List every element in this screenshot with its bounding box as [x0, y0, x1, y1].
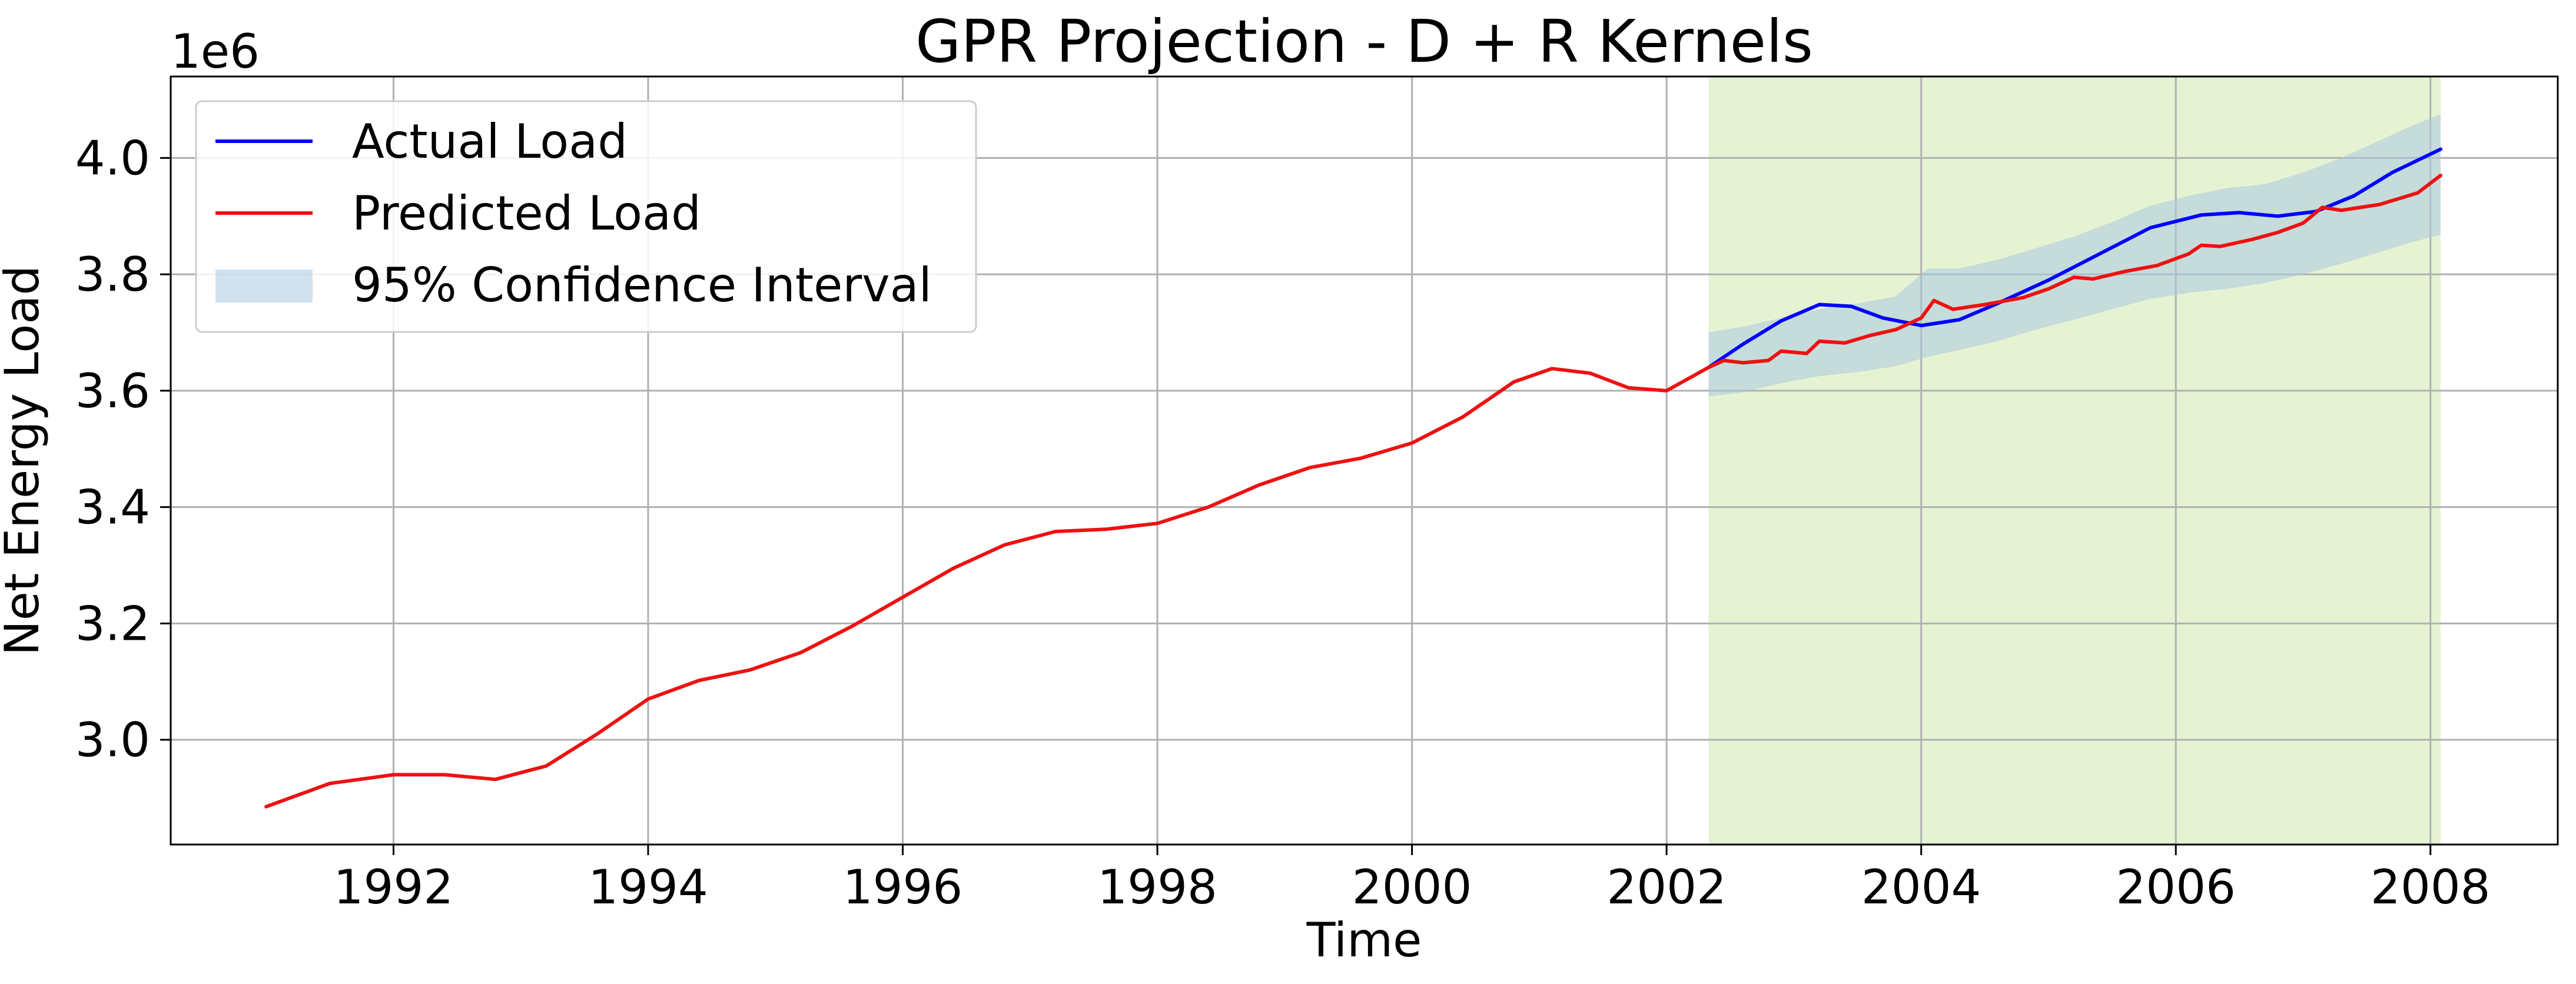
legend-label: Predicted Load: [352, 186, 701, 241]
legend-box: [195, 100, 977, 333]
plot-frame: [170, 75, 2559, 846]
y-tick-label: 3.4: [75, 480, 150, 535]
confidence-band-layer: [1708, 114, 2441, 397]
y-tick-label: 3.2: [75, 596, 150, 651]
legend-label: 95% Confidence Interval: [352, 258, 932, 313]
x-tick-label: 2008: [2371, 860, 2491, 915]
x-axis-label: Time: [1306, 913, 1422, 968]
legend: Actual Load Predicted Load 95% Confidence …: [195, 100, 977, 333]
legend-swatch-confidence-interval: [215, 270, 313, 302]
y-tick-label: 3.6: [75, 364, 150, 418]
legend-label: Actual Load: [352, 114, 628, 169]
y-axis-label: Net Energy Load: [0, 265, 49, 656]
legend-items: Actual Load Predicted Load 95% Confidence …: [215, 114, 932, 313]
predicted-load-line: [264, 174, 2442, 809]
y-tick-label: 4.0: [75, 131, 150, 185]
x-tick-label: 2006: [2116, 860, 2236, 915]
tick-layer: 1992 1994 1996 1998 2000 2002 2004 2006 2008 3.0 3…: [75, 131, 2491, 915]
chart-title: GPR Projection - D + R Kernels: [915, 7, 1813, 76]
x-tick-label: 1994: [588, 860, 708, 915]
x-tick-label: 2000: [1352, 860, 1472, 915]
confidence-interval-band: [1708, 114, 2441, 397]
x-tick-label: 1992: [334, 860, 454, 915]
x-tick-label: 1998: [1097, 860, 1217, 915]
x-tick-label: 2004: [1861, 860, 1981, 915]
y-axis-offset-label: 1e6: [171, 24, 260, 79]
y-tick-label: 3.0: [75, 713, 150, 767]
x-tick-label: 1996: [843, 860, 963, 915]
x-tick-label: 2002: [1606, 860, 1727, 915]
y-tick-label: 3.8: [75, 247, 150, 302]
series-layer: [264, 147, 2442, 809]
